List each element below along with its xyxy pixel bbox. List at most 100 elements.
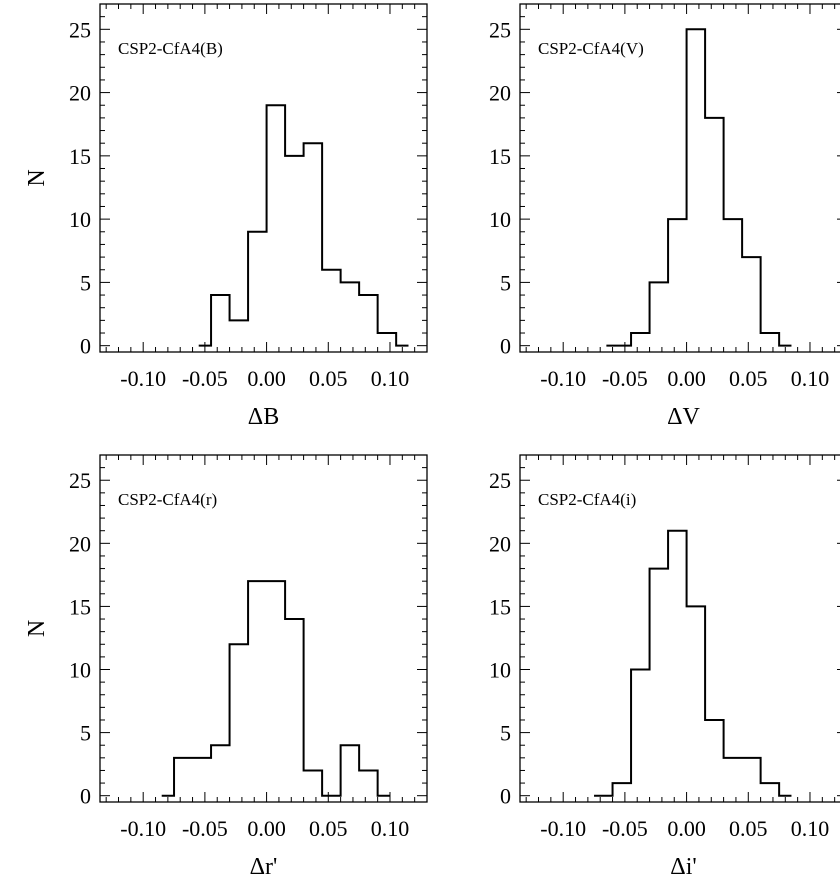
y-tick-label: 15 bbox=[489, 594, 511, 619]
x-tick-label: -0.05 bbox=[602, 366, 648, 391]
y-tick-label: 10 bbox=[69, 658, 91, 683]
histogram-bin bbox=[668, 531, 687, 796]
x-tick-label: -0.05 bbox=[182, 366, 228, 391]
y-tick-label: 10 bbox=[489, 207, 511, 232]
histogram-series bbox=[161, 580, 390, 797]
x-tick-label: 0.10 bbox=[791, 366, 830, 391]
histogram-bin bbox=[322, 270, 341, 346]
y-tick-label: 25 bbox=[69, 468, 91, 493]
plot-frame bbox=[99, 454, 428, 803]
x-tick-label: -0.05 bbox=[602, 816, 648, 841]
x-tick-label: 0.05 bbox=[309, 366, 348, 391]
histogram-bin bbox=[304, 770, 323, 795]
histogram-bin bbox=[761, 783, 780, 796]
x-tick-label: 0.05 bbox=[729, 816, 768, 841]
y-tick-label: 10 bbox=[489, 658, 511, 683]
histogram-bin bbox=[650, 282, 669, 345]
x-axis-label: Δr' bbox=[250, 854, 278, 879]
y-tick-label: 20 bbox=[489, 81, 511, 106]
y-tick-label: 25 bbox=[489, 17, 511, 42]
histogram-bin bbox=[359, 295, 378, 346]
y-tick-label: 5 bbox=[500, 721, 511, 746]
panel-title: CSP2-CfA4(r) bbox=[118, 490, 217, 509]
histogram-bin bbox=[359, 770, 378, 795]
histogram-bin bbox=[724, 219, 743, 346]
x-tick-label: 0.05 bbox=[309, 816, 348, 841]
histogram-bin bbox=[687, 29, 706, 345]
histogram-bin bbox=[267, 581, 286, 796]
y-tick-label: 15 bbox=[69, 594, 91, 619]
histogram-bin bbox=[742, 257, 761, 346]
y-tick-label: 20 bbox=[489, 531, 511, 556]
histogram-bin bbox=[705, 118, 724, 346]
x-tick-label: -0.10 bbox=[120, 816, 166, 841]
histogram-bin bbox=[650, 569, 669, 796]
histogram-panel-2: -0.10 -0.05 0.00 0.05 0.10 0 5 10 15 20 25 CSP2-CfA… bbox=[489, 3, 840, 430]
plot-frame bbox=[519, 454, 840, 803]
y-tick-label: 0 bbox=[500, 334, 511, 359]
y-tick-label: 15 bbox=[69, 144, 91, 169]
y-tick-label: 5 bbox=[80, 721, 91, 746]
histogram-panel-3: -0.10 -0.05 0.00 0.05 0.10 0 5 10 15 20 25 CSP2-CfA… bbox=[24, 454, 428, 879]
x-tick-label: 0.05 bbox=[729, 366, 768, 391]
y-tick-label: 15 bbox=[489, 144, 511, 169]
x-tick-label: 0.10 bbox=[371, 816, 410, 841]
panel-title: CSP2-CfA4(i) bbox=[538, 490, 636, 509]
plot-frame bbox=[99, 3, 428, 353]
y-tick-label: 5 bbox=[500, 270, 511, 295]
histogram-bin bbox=[631, 670, 650, 796]
x-axis-label: Δi' bbox=[670, 854, 696, 879]
x-tick-label: -0.05 bbox=[182, 816, 228, 841]
histogram-bin bbox=[174, 758, 193, 796]
x-tick-label: -0.10 bbox=[120, 366, 166, 391]
y-axis-label: N bbox=[24, 620, 50, 637]
y-tick-label: 25 bbox=[489, 468, 511, 493]
panel-title: CSP2-CfA4(B) bbox=[118, 39, 223, 58]
y-tick-label: 20 bbox=[69, 81, 91, 106]
histogram-bin bbox=[378, 333, 397, 346]
histogram-bin bbox=[613, 783, 632, 796]
x-tick-label: 0.10 bbox=[371, 366, 410, 391]
histogram-series bbox=[606, 28, 792, 347]
histogram-bin bbox=[631, 333, 650, 346]
histogram-bin bbox=[687, 606, 706, 795]
plot-frame bbox=[519, 3, 840, 353]
histogram-bin bbox=[742, 758, 761, 796]
histogram-bin bbox=[724, 758, 743, 796]
histogram-bin bbox=[267, 105, 286, 345]
histogram-bin bbox=[285, 156, 304, 346]
x-tick-label: 0.00 bbox=[247, 366, 286, 391]
histogram-series bbox=[198, 104, 409, 347]
x-tick-label: 0.10 bbox=[791, 816, 830, 841]
histogram-bin bbox=[248, 232, 267, 346]
histogram-bin bbox=[230, 644, 249, 795]
histogram-bin bbox=[211, 745, 230, 795]
histogram-panel-4: -0.10 -0.05 0.00 0.05 0.10 0 5 10 15 20 25 CSP2-CfA… bbox=[489, 454, 840, 879]
histogram-bin bbox=[761, 333, 780, 346]
y-tick-label: 5 bbox=[80, 270, 91, 295]
x-tick-label: 0.00 bbox=[667, 366, 706, 391]
histogram-bin bbox=[211, 295, 230, 346]
histogram-series bbox=[594, 529, 792, 797]
y-tick-label: 20 bbox=[69, 531, 91, 556]
histogram-bin bbox=[193, 758, 212, 796]
y-tick-label: 0 bbox=[500, 784, 511, 809]
histogram-bin bbox=[705, 720, 724, 796]
histogram-bin bbox=[668, 219, 687, 346]
histogram-bin bbox=[230, 320, 249, 345]
histogram-bin bbox=[304, 143, 323, 345]
panel-title: CSP2-CfA4(V) bbox=[538, 39, 644, 58]
y-tick-label: 25 bbox=[69, 17, 91, 42]
x-axis-label: ΔV bbox=[667, 404, 700, 430]
histogram-bin bbox=[341, 745, 360, 795]
x-tick-label: -0.10 bbox=[540, 366, 586, 391]
y-axis-label: N bbox=[24, 169, 50, 186]
y-tick-label: 10 bbox=[69, 207, 91, 232]
x-tick-label: 0.00 bbox=[247, 816, 286, 841]
x-axis-label: ΔB bbox=[248, 404, 279, 430]
histogram-panel-1: -0.10 -0.05 0.00 0.05 0.10 0 5 10 15 20 25 CSP2-CfA… bbox=[24, 3, 428, 430]
y-tick-label: 0 bbox=[80, 784, 91, 809]
histogram-bin bbox=[341, 282, 360, 345]
x-tick-label: -0.10 bbox=[540, 816, 586, 841]
